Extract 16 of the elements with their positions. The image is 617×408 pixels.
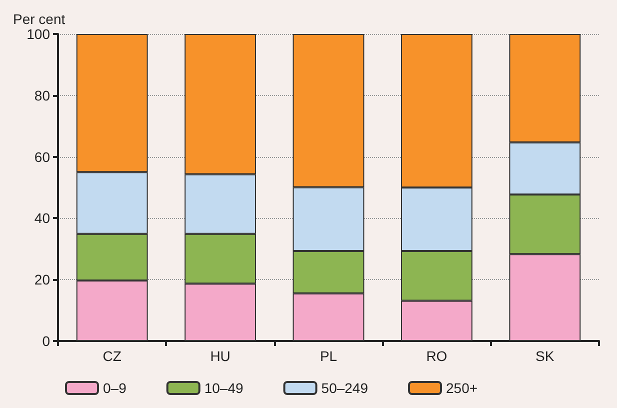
y-tick-label: 80: [34, 87, 50, 104]
y-tick-label: 20: [34, 272, 50, 288]
y-tick-label: 60: [34, 148, 50, 165]
legend-label: 50–249: [321, 380, 368, 396]
legend-label: 250+: [446, 380, 478, 396]
y-tick-label: 0: [42, 333, 50, 349]
x-tick-label: RO: [426, 348, 448, 364]
y-tick-label: 40: [34, 210, 50, 226]
x-tick-label: CZ: [102, 348, 122, 364]
y-axis-title: Per cent: [13, 11, 66, 27]
legend-label: 10–49: [204, 380, 244, 396]
x-tick-label: HU: [210, 348, 230, 364]
y-tick-label: 100: [26, 26, 50, 42]
legend-label: 0–9: [103, 380, 127, 396]
x-tick-label: PL: [320, 348, 338, 364]
x-tick-label: SK: [536, 348, 555, 364]
